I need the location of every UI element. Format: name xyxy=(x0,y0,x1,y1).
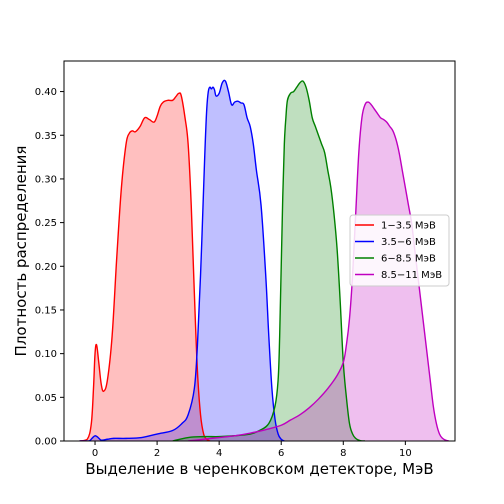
line-series-4 xyxy=(188,101,449,441)
legend-entry-label: 3.5−6 МэВ xyxy=(381,237,436,248)
legend-entry-label: 8.5−11 МэВ xyxy=(381,270,442,281)
x-axis-ticks: 0 2 4 6 8 10 xyxy=(92,441,412,459)
x-tick-label: 8 xyxy=(340,448,346,459)
y-tick-label: 0.15 xyxy=(35,305,57,316)
density-areas xyxy=(79,80,449,441)
y-tick-label: 0.10 xyxy=(35,349,57,360)
y-tick-label: 0.35 xyxy=(35,131,57,142)
legend-entry-label: 1−3.5 МэВ xyxy=(381,221,436,232)
y-tick-label: 0.30 xyxy=(35,174,57,185)
x-tick-label: 2 xyxy=(154,448,160,459)
density-lines xyxy=(79,79,449,441)
x-tick-label: 4 xyxy=(216,448,222,459)
line-series-2 xyxy=(79,79,285,441)
area-series-4 xyxy=(188,102,449,441)
y-tick-label: 0.05 xyxy=(35,393,57,404)
line-series-3 xyxy=(172,80,366,441)
y-axis-label: Плотность распределения xyxy=(12,146,30,357)
y-axis-ticks: 0.00 0.05 0.10 0.15 0.20 0.25 0.30 0.35 0.40 xyxy=(35,87,64,448)
legend: 1−3.5 МэВ 3.5−6 МэВ 6−8.5 МэВ 8.5−11 МэВ xyxy=(349,214,450,287)
x-axis-label: Выделение в черенковском детекторе, МэВ xyxy=(85,460,433,478)
area-series-1 xyxy=(79,92,210,441)
legend-box xyxy=(349,214,450,287)
area-series-2 xyxy=(79,80,285,441)
legend-entry-label: 6−8.5 МэВ xyxy=(381,254,436,265)
x-tick-label: 10 xyxy=(399,448,412,459)
y-tick-label: 0.20 xyxy=(35,262,57,273)
line-series-1 xyxy=(79,92,211,441)
area-series-3 xyxy=(172,80,366,441)
y-tick-label: 0.40 xyxy=(35,87,57,98)
plot-frame xyxy=(63,60,456,442)
y-tick-label: 0.00 xyxy=(35,437,57,448)
x-tick-label: 6 xyxy=(278,448,284,459)
x-tick-label: 0 xyxy=(92,448,98,459)
y-tick-label: 0.25 xyxy=(35,218,57,229)
